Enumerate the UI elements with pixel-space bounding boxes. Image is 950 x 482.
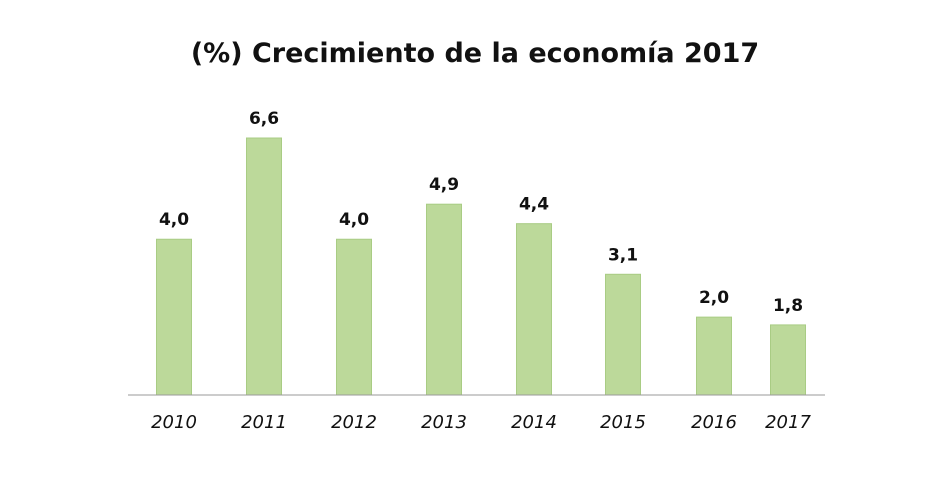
data-label-2010: 4,0 (159, 210, 189, 230)
x-tick-label-2015: 2015 (600, 412, 646, 433)
data-label-2013: 4,9 (429, 175, 459, 195)
bar-2016 (696, 316, 732, 396)
bar-2014 (516, 223, 552, 396)
chart-title: (%) Crecimiento de la economía 2017 (190, 38, 760, 69)
x-tick-label-2011: 2011 (241, 412, 287, 433)
data-label-2015: 3,1 (608, 245, 638, 265)
bar-2012 (336, 238, 372, 396)
data-label-2011: 6,6 (249, 109, 279, 129)
data-label-2016: 2,0 (699, 288, 729, 308)
x-tick-label-2017: 2017 (765, 412, 811, 433)
x-tick-label-2014: 2014 (511, 412, 557, 433)
bar-2013 (426, 203, 462, 396)
x-tick-label-2010: 2010 (151, 412, 197, 433)
data-label-2014: 4,4 (519, 195, 549, 215)
data-label-2012: 4,0 (339, 210, 369, 230)
bar-2010 (156, 238, 192, 396)
data-labels-layer: 4,0 6,6 4,0 4,9 4,4 3,1 2,0 1,8 (159, 109, 803, 316)
data-label-2017: 1,8 (773, 296, 803, 316)
bar-2017 (770, 324, 806, 396)
x-tick-labels-layer: 2010 2011 2012 2013 2014 2015 2016 2017 (151, 412, 811, 433)
bar-2015 (605, 273, 641, 396)
x-tick-label-2016: 2016 (691, 412, 737, 433)
bar-2011 (246, 137, 282, 396)
x-tick-label-2013: 2013 (421, 412, 467, 433)
x-tick-label-2012: 2012 (331, 412, 377, 433)
bars-layer (156, 137, 806, 396)
